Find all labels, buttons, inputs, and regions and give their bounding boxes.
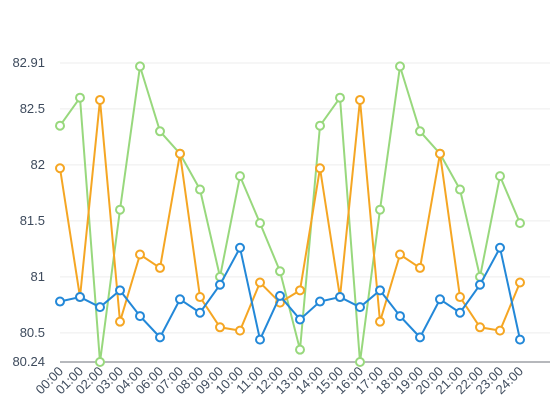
point: [115, 316, 125, 327]
point: [515, 218, 525, 229]
point: [275, 290, 285, 301]
point: [395, 311, 405, 322]
point: [215, 279, 225, 290]
point: [435, 294, 445, 305]
point: [195, 307, 205, 318]
point: [255, 277, 265, 288]
point: [95, 94, 105, 105]
point: [255, 218, 265, 229]
y-tick-label: 80.5: [20, 325, 45, 340]
point: [355, 357, 365, 367]
point: [475, 322, 485, 333]
point: [315, 120, 325, 131]
point: [315, 296, 325, 307]
point: [95, 357, 105, 367]
point: [235, 242, 245, 253]
point: [155, 262, 165, 273]
point: [115, 204, 125, 215]
series-line: [59, 66, 521, 363]
point: [315, 163, 325, 174]
point: [515, 277, 525, 288]
point: [55, 296, 65, 307]
point: [55, 120, 65, 131]
point: [355, 94, 365, 105]
point: [235, 325, 245, 336]
point: [435, 148, 445, 159]
series-line: [59, 99, 521, 332]
y-tick-label: 80.24: [12, 354, 45, 369]
point: [135, 311, 145, 322]
point: [375, 285, 385, 296]
point: [395, 61, 405, 72]
point: [375, 204, 385, 215]
point: [55, 163, 65, 174]
point: [415, 126, 425, 137]
point: [95, 302, 105, 313]
point: [175, 294, 185, 305]
point: [75, 92, 85, 103]
point: [255, 334, 265, 345]
point: [135, 61, 145, 72]
point: [355, 302, 365, 313]
point: [515, 334, 525, 345]
y-tick-label: 82: [31, 157, 45, 172]
point: [455, 292, 465, 303]
y-tick-label: 82.5: [20, 101, 45, 116]
point: [155, 332, 165, 343]
point: [495, 171, 505, 182]
y-tick-label: 81.5: [20, 213, 45, 228]
y-tick-label: 82.91: [12, 55, 45, 70]
point: [495, 242, 505, 253]
point: [335, 92, 345, 103]
point: [395, 249, 405, 260]
point: [215, 322, 225, 333]
point: [455, 307, 465, 318]
point: [195, 184, 205, 195]
point: [175, 148, 185, 159]
point: [135, 249, 145, 260]
point: [75, 292, 85, 303]
point: [375, 316, 385, 327]
point: [335, 292, 345, 303]
point: [195, 292, 205, 303]
point: [295, 285, 305, 296]
point: [415, 262, 425, 273]
y-tick-label: 81: [31, 269, 45, 284]
point: [295, 314, 305, 325]
point: [415, 332, 425, 343]
point: [155, 126, 165, 137]
point: [455, 184, 465, 195]
point: [115, 285, 125, 296]
point: [295, 344, 305, 355]
point: [495, 325, 505, 336]
point: [235, 171, 245, 182]
point: [475, 279, 485, 290]
point: [275, 266, 285, 277]
